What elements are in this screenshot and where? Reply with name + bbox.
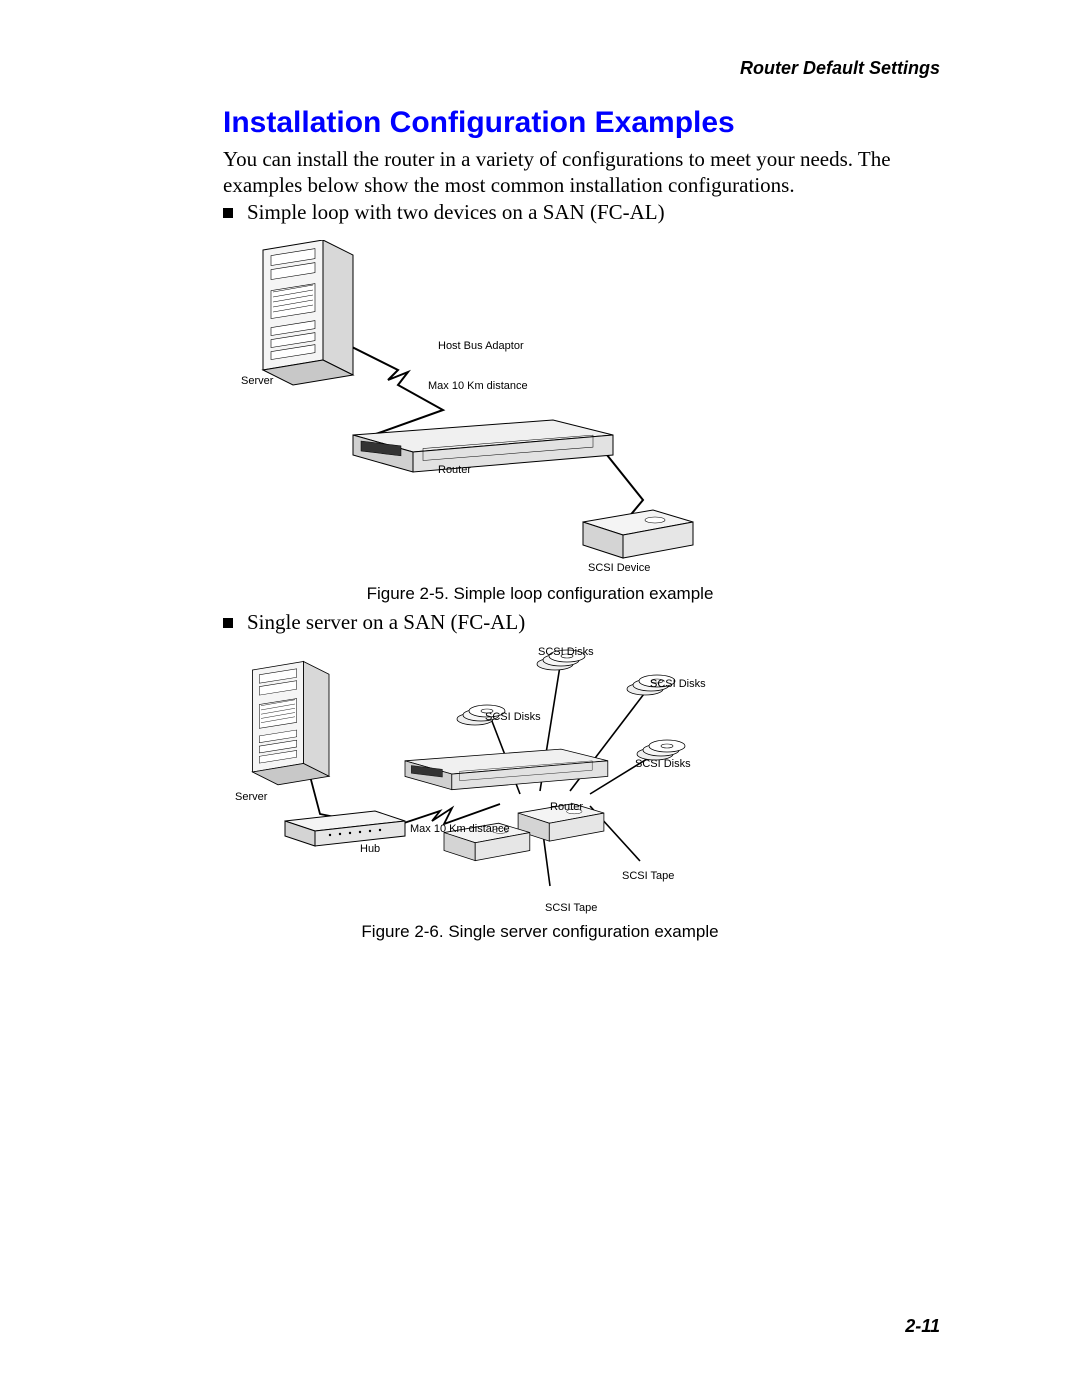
bullet-square-icon bbox=[223, 208, 233, 218]
bullet-text: Single server on a SAN (FC-AL) bbox=[247, 610, 525, 634]
fig2-label-server: Server bbox=[235, 791, 267, 803]
section-title: Installation Configuration Examples bbox=[223, 106, 735, 140]
figure-1-diagram: Server Host Bus Adaptor Max 10 Km distan… bbox=[223, 240, 743, 590]
fig2-label-router: Router bbox=[550, 801, 583, 813]
fig2-label-tape-2: SCSI Tape bbox=[545, 902, 597, 914]
intro-paragraph: You can install the router in a variety … bbox=[223, 146, 943, 199]
fig1-label-scsi-device: SCSI Device bbox=[588, 562, 650, 574]
figure-2-caption: Figure 2-6. Single server configuration … bbox=[0, 922, 1080, 942]
fig2-label-dist: Max 10 Km distance bbox=[410, 823, 510, 835]
fig2-label-disks-3: SCSI Disks bbox=[650, 678, 706, 690]
fig1-label-dist: Max 10 Km distance bbox=[428, 380, 528, 392]
bullet-item-1: Simple loop with two devices on a SAN (F… bbox=[223, 200, 665, 225]
fig2-label-tape-1: SCSI Tape bbox=[622, 870, 674, 882]
running-head: Router Default Settings bbox=[740, 58, 940, 79]
fig1-label-router: Router bbox=[438, 464, 471, 476]
page: Router Default Settings Installation Con… bbox=[0, 0, 1080, 1397]
page-number: 2-11 bbox=[905, 1316, 940, 1337]
fig2-label-disks-2: SCSI Disks bbox=[538, 646, 594, 658]
fig2-label-disks-4: SCSI Disks bbox=[635, 758, 691, 770]
bullet-square-icon bbox=[223, 618, 233, 628]
figure-1-caption: Figure 2-5. Simple loop configuration ex… bbox=[0, 584, 1080, 604]
fig1-label-server: Server bbox=[241, 375, 273, 387]
figure-1-svg bbox=[223, 240, 743, 590]
bullet-text: Simple loop with two devices on a SAN (F… bbox=[247, 200, 665, 224]
figure-2-diagram: Server Hub Max 10 Km distance Router SCS… bbox=[210, 636, 770, 936]
fig2-label-disks-1: SCSI Disks bbox=[485, 711, 541, 723]
fig1-label-hba: Host Bus Adaptor bbox=[438, 340, 524, 352]
bullet-item-2: Single server on a SAN (FC-AL) bbox=[223, 610, 525, 635]
fig2-label-hub: Hub bbox=[360, 843, 380, 855]
